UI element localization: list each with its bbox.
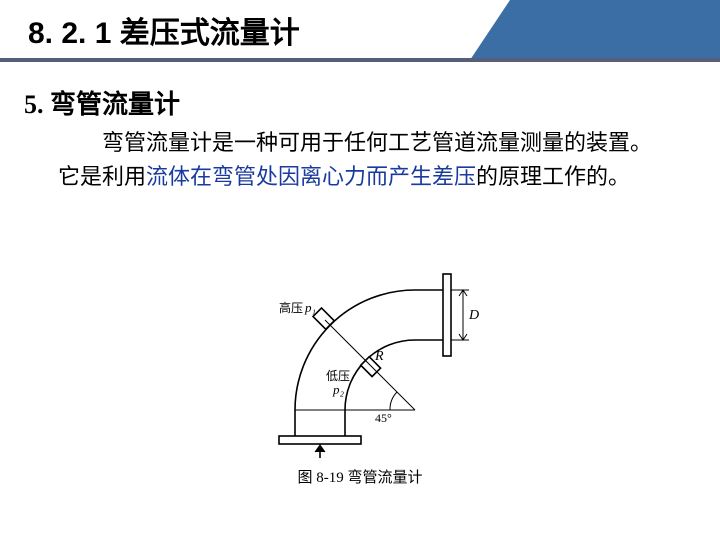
label-p2: p₂: [332, 382, 345, 397]
label-p1: p₁: [304, 300, 316, 315]
label-D: D: [468, 308, 479, 323]
para-plain-2: 的原理工作的。: [476, 164, 630, 189]
header-underline: [0, 58, 720, 62]
section-title: 8. 2. 1 差压式流量计: [28, 8, 300, 52]
subsection-number: 5.: [24, 90, 44, 119]
subsection-text: 弯管流量计: [50, 90, 180, 119]
body-paragraph: 弯管流量计是一种可用于任何工艺管道流量测量的装置。它是利用流体在弯管处因离心力而…: [58, 126, 672, 194]
para-highlight: 流体在弯管处因离心力而产生差压: [146, 164, 476, 189]
subsection-title: 5. 弯管流量计: [24, 84, 180, 121]
elbow-flowmeter-diagram: 高压 p₁ 低压 p₂ R 45° D: [225, 250, 495, 460]
label-angle: 45°: [375, 411, 392, 425]
figure: 高压 p₁ 低压 p₂ R 45° D 图 8-19 弯管流量计: [225, 250, 495, 487]
header-wedge: [470, 0, 720, 60]
figure-caption-prefix: 图 8-19: [297, 470, 343, 486]
label-low-pressure: 低压: [326, 369, 350, 383]
section-number: 8. 2. 1: [28, 17, 111, 50]
figure-caption: 图 8-19 弯管流量计: [225, 466, 495, 487]
label-R: R: [374, 349, 384, 364]
label-high-pressure: 高压: [279, 300, 303, 315]
figure-caption-text: 弯管流量计: [347, 470, 422, 486]
section-title-text: 差压式流量计: [120, 17, 300, 50]
